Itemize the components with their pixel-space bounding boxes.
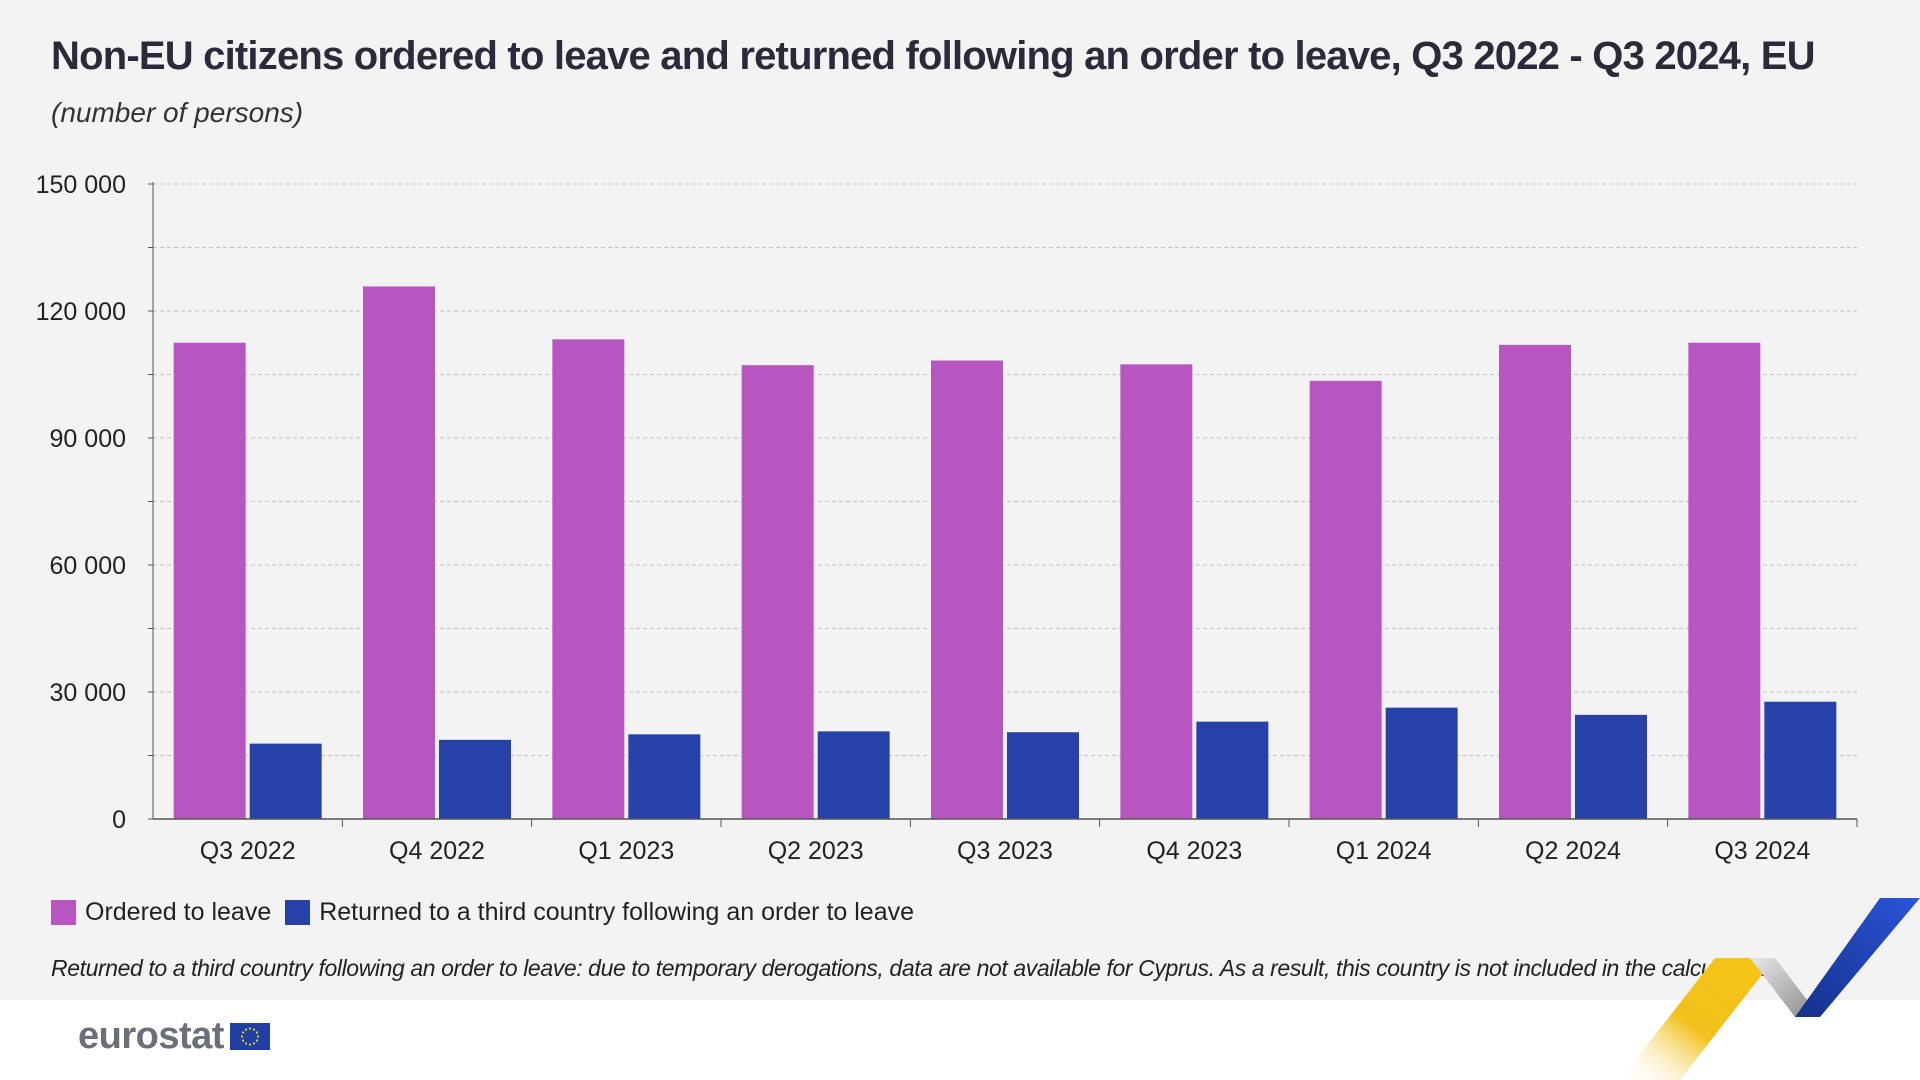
eu-flag-star [241, 1039, 245, 1042]
bar-ordered [1309, 380, 1382, 819]
eu-flag-icon [229, 1023, 270, 1050]
chart-subtitle: (number of persons) [51, 97, 304, 128]
x-tick-label: Q2 2024 [1525, 837, 1621, 865]
bar-returned [1764, 701, 1837, 819]
legend: Ordered to leave Returned to a third cou… [51, 898, 928, 927]
legend-item-ordered[interactable]: Ordered to leave [51, 898, 271, 927]
footnote: Returned to a third country following an… [51, 955, 1784, 981]
ribbon-blue [1795, 898, 1920, 1017]
bar-ordered [1499, 344, 1571, 819]
bar-ordered [363, 286, 435, 819]
y-tick-label: 60 000 [50, 552, 126, 580]
eu-flag-star [240, 1035, 244, 1038]
bar-ordered [1120, 364, 1193, 819]
y-tick-label: 150 000 [36, 171, 126, 199]
bar-ordered [552, 339, 625, 819]
eurostat-wordmark: eurostat [78, 1015, 224, 1057]
bar-returned [628, 734, 701, 819]
legend-item-returned[interactable]: Returned to a third country following an… [285, 898, 914, 927]
x-tick-label: Q2 2023 [768, 837, 864, 865]
eu-flag-star [256, 1035, 260, 1038]
bar-returned [439, 739, 511, 819]
bar-returned [1575, 714, 1647, 819]
bar-returned [1385, 707, 1458, 819]
bar-ordered [741, 365, 814, 819]
x-tick-label: Q3 2024 [1714, 837, 1810, 865]
chart-title: Non-EU citizens ordered to leave and ret… [51, 34, 1816, 78]
x-tick-label: Q4 2022 [389, 837, 485, 865]
y-tick-label: 90 000 [50, 425, 126, 453]
bar-returned [817, 731, 890, 819]
eu-flag-star [255, 1031, 258, 1034]
eu-flag-star [252, 1028, 256, 1031]
bar-returned [1007, 732, 1079, 819]
bar-returned [249, 743, 322, 819]
bar-ordered [173, 342, 246, 819]
x-tick-label: Q1 2023 [578, 837, 674, 865]
y-tick-label: 120 000 [36, 298, 126, 326]
bar-returned [1196, 721, 1269, 819]
legend-swatch-ordered [51, 900, 76, 925]
x-tick-label: Q4 2023 [1146, 837, 1242, 865]
eurostat-logo: eurostat [78, 1015, 270, 1058]
legend-swatch-returned [285, 900, 311, 925]
y-tick-label: 30 000 [50, 679, 126, 707]
bar-ordered [1688, 342, 1761, 819]
x-tick-label: Q3 2023 [957, 837, 1053, 865]
legend-label-returned: Returned to a third country following an… [319, 898, 915, 926]
eu-flag-star [244, 1028, 248, 1031]
y-tick-label: 0 [112, 806, 126, 834]
eu-flag-star [248, 1043, 252, 1046]
eu-flag-star [244, 1042, 248, 1045]
bar-chart: 0 30 000 60 000 90 000 120 000 150 000 Q3 2022… [36, 171, 1858, 865]
eu-flag-star [248, 1027, 252, 1030]
x-tick-label: Q1 2024 [1336, 837, 1432, 865]
eu-flag-star [255, 1039, 258, 1042]
ribbon-yellow [1620, 958, 1775, 1080]
eu-flag-star [241, 1031, 245, 1034]
bar-ordered [931, 360, 1003, 819]
eu-flag-star [252, 1042, 256, 1045]
legend-label-ordered: Ordered to leave [85, 898, 272, 926]
ribbon-grey [1750, 958, 1820, 1017]
x-tick-label: Q3 2022 [200, 837, 296, 865]
decorative-ribbon [1620, 898, 1920, 1080]
